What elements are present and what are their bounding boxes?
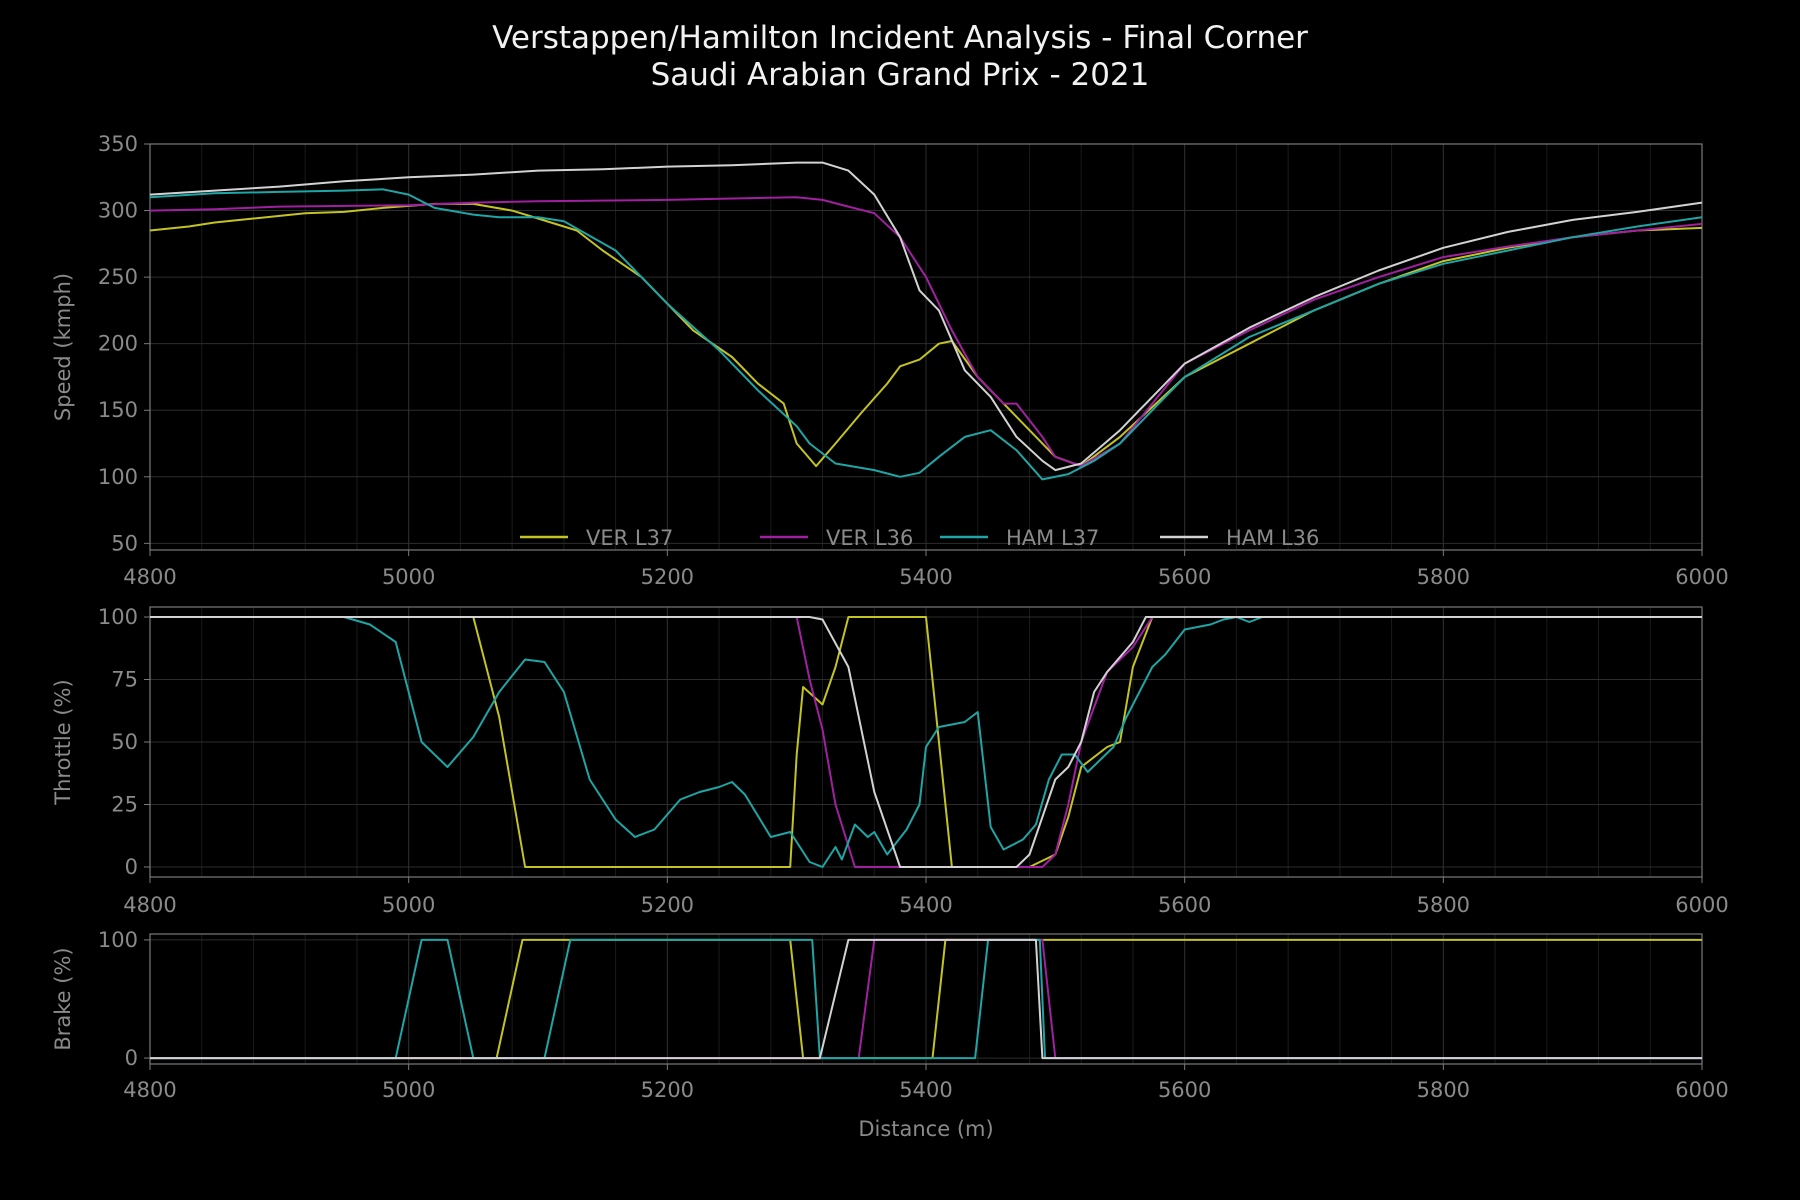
y-tick-label: 25 <box>111 793 138 817</box>
x-tick-label: 5800 <box>1417 1078 1470 1102</box>
x-tick-label: 5000 <box>382 893 435 917</box>
x-tick-label: 5200 <box>641 565 694 589</box>
speed-panel: 4800 5000 5200 5400 5600 5800 6000 50 100 150 200 2… <box>51 132 1729 589</box>
brake-minor-grid <box>149 934 1703 1064</box>
brake-series <box>150 938 1702 1060</box>
y-tick-label: 250 <box>98 265 138 289</box>
y-tick-label: 0 <box>125 855 138 879</box>
legend-item: HAM L37 <box>940 526 1099 550</box>
throttle-line-ham-l37 <box>150 616 1702 868</box>
x-tick-label: 5600 <box>1158 1078 1211 1102</box>
x-tick-label: 5200 <box>641 1078 694 1102</box>
x-tick-label: 5400 <box>899 565 952 589</box>
brake-grid <box>149 934 1703 1064</box>
brake-panel: 4800 5000 5200 5400 5600 5800 6000 0 100 Brake (%… <box>51 928 1729 1102</box>
legend-label: HAM L37 <box>1006 526 1099 550</box>
y-tick-label: 0 <box>125 1046 138 1070</box>
y-tick-label: 100 <box>98 928 138 952</box>
y-tick-label: 100 <box>98 605 138 629</box>
chart-title-line2: Saudi Arabian Grand Prix - 2021 <box>651 57 1150 93</box>
x-tick-label: 5400 <box>899 1078 952 1102</box>
x-tick-label: 5200 <box>641 893 694 917</box>
x-tick-label: 5000 <box>382 565 435 589</box>
x-tick-label: 6000 <box>1675 1078 1728 1102</box>
x-tick-label: 5600 <box>1158 565 1211 589</box>
x-tick-label: 4800 <box>123 565 176 589</box>
x-tick-label: 5800 <box>1417 565 1470 589</box>
y-tick-label: 100 <box>98 465 138 489</box>
throttle-panel: 4800 5000 5200 5400 5600 5800 6000 0 25 50 75 100 Th… <box>51 605 1729 917</box>
x-tick-label: 4800 <box>123 893 176 917</box>
x-tick-label: 6000 <box>1675 565 1728 589</box>
x-tick-label: 6000 <box>1675 893 1728 917</box>
x-tick-label: 5000 <box>382 1078 435 1102</box>
speed-line-ham-l36 <box>149 161 1703 472</box>
y-tick-label: 200 <box>98 332 138 356</box>
speed-series <box>149 161 1703 481</box>
x-tick-label: 5600 <box>1158 893 1211 917</box>
x-tick-label: 5400 <box>899 893 952 917</box>
legend-label: VER L36 <box>826 526 913 550</box>
speed-line-ham-l37 <box>149 188 1703 481</box>
y-tick-label: 300 <box>98 199 138 223</box>
legend-label: VER L37 <box>586 526 673 550</box>
y-tick-label: 50 <box>111 531 138 555</box>
legend-label: HAM L36 <box>1226 526 1319 550</box>
speed-y-axis-label: Speed (kmph) <box>51 273 75 421</box>
brake-line-ham-l36 <box>150 938 1702 1060</box>
chart-title-line1: Verstappen/Hamilton Incident Analysis - … <box>492 20 1308 56</box>
throttle-grid <box>149 607 1703 877</box>
x-axis-label: Distance (m) <box>858 1117 993 1141</box>
throttle-series <box>150 616 1702 868</box>
legend-item: VER L37 <box>520 526 673 550</box>
chart-panels: 4800 5000 5200 5400 5600 5800 6000501001502002… <box>51 132 1729 1102</box>
x-tick-label: 5800 <box>1417 893 1470 917</box>
speed-line-ver-l36 <box>149 196 1703 468</box>
y-tick-label: 150 <box>98 398 138 422</box>
throttle-y-axis-label: Throttle (%) <box>51 679 75 805</box>
y-tick-label: 75 <box>111 668 138 692</box>
chart-legend: VER L37 VER L36 HAM L37 HAM L36 <box>520 526 1319 550</box>
throttle-line-ham-l36 <box>150 616 1702 868</box>
y-tick-label: 350 <box>98 132 138 156</box>
legend-item: VER L36 <box>760 526 913 550</box>
legend-item: HAM L36 <box>1160 526 1319 550</box>
brake-y-axis-label: Brake (%) <box>51 947 75 1050</box>
x-tick-label: 4800 <box>123 1078 176 1102</box>
y-tick-label: 50 <box>111 730 138 754</box>
